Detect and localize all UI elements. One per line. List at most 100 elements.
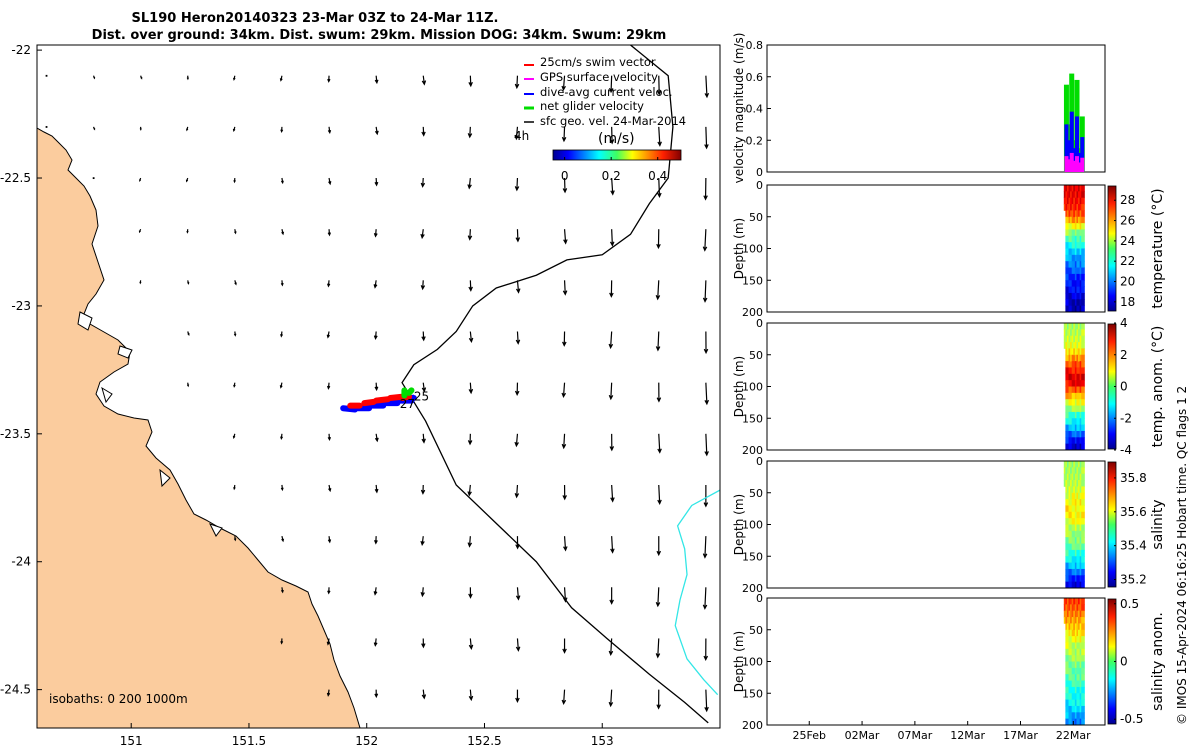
profile-cell	[1068, 530, 1073, 538]
profile-cell	[1065, 299, 1069, 307]
profile-cell	[1081, 604, 1085, 612]
profile-cell	[1065, 686, 1069, 694]
profile-cell	[1081, 473, 1085, 481]
geo-vel-arrow	[326, 382, 331, 390]
geo-vel-arrow	[328, 484, 332, 493]
depth-ytick-label: 50	[749, 624, 763, 637]
map-y-ticks: -22 -22.5 -23 -23.5 -24 -24.5	[0, 43, 42, 697]
profile-cell	[1068, 537, 1073, 544]
track-label: 27	[400, 397, 415, 411]
depth-ytick-label: 0	[756, 317, 763, 330]
profile-cell	[1076, 443, 1081, 451]
profile-cell	[1068, 305, 1073, 313]
profile-cell	[1071, 518, 1076, 525]
profile-cell	[1065, 699, 1069, 707]
depth-ytick-label: 200	[742, 719, 763, 732]
profile-cell	[1081, 568, 1085, 576]
geo-vel-arrow	[374, 689, 379, 699]
profile-cell	[1065, 305, 1069, 313]
profile-cell	[1065, 537, 1069, 544]
profile-cell	[1076, 223, 1081, 230]
geo-vel-arrow	[420, 587, 425, 598]
velocity-bar	[1075, 116, 1080, 172]
profile-cell	[1081, 335, 1085, 343]
profile-cell	[1065, 267, 1069, 275]
geo-vel-arrow	[233, 331, 237, 337]
island-2	[117, 345, 133, 359]
profile-cell	[1081, 367, 1085, 375]
velocity-panel-frame	[766, 44, 1106, 173]
profile-cell	[1068, 667, 1073, 675]
profile-cell	[1065, 261, 1069, 268]
profile-cell	[1081, 486, 1085, 494]
geo-vel-arrow	[562, 484, 567, 501]
profile-cell	[1076, 273, 1081, 281]
geo-vel-arrow	[327, 433, 332, 442]
profile-cell	[1065, 361, 1069, 368]
profile-cell	[1071, 235, 1076, 243]
geo-vel-arrow	[656, 382, 662, 403]
figure-title-line1: SL190 Heron20140323 23-Mar 03Z to 24-Mar…	[132, 11, 499, 26]
profile-cell	[1068, 405, 1073, 413]
geo-vel-arrow	[655, 638, 661, 659]
profile-cell	[1065, 581, 1069, 589]
profile-cell	[1081, 204, 1085, 211]
profile-cell	[1071, 443, 1076, 451]
velocity-bar	[1064, 124, 1069, 172]
map-ytick-label: -23.5	[0, 427, 31, 441]
profile-cell	[1081, 329, 1085, 337]
profile-cell	[1076, 499, 1081, 506]
profile-cell	[1081, 443, 1085, 451]
geo-vel-arrow	[186, 229, 189, 234]
geo-vel-arrow	[656, 689, 661, 710]
geo-vel-arrow	[420, 177, 426, 188]
profile-cell	[1068, 642, 1073, 650]
geo-vel-arrow	[328, 177, 332, 186]
colorbar-label: temperature (°C)	[1150, 188, 1166, 308]
profile-cell	[1076, 686, 1081, 694]
profile-cell	[1071, 261, 1076, 268]
geo-vel-arrow	[562, 280, 568, 296]
map-ytick-label: -24	[11, 555, 31, 569]
geo-vel-arrow	[610, 536, 615, 554]
profile-cell	[1076, 405, 1081, 413]
profile-cell	[1081, 254, 1085, 262]
colorbar-title: (m/s)	[598, 131, 635, 147]
geo-vel-arrow	[374, 382, 379, 392]
profile-cell	[1065, 216, 1069, 224]
profile-cell	[1081, 686, 1085, 694]
depth-ylabel: Depth (m)	[732, 356, 746, 417]
profile-cell	[1076, 367, 1081, 375]
profile-cell	[1076, 286, 1081, 294]
depth-ytick-label: 0	[756, 592, 763, 605]
profile-cell	[1065, 380, 1069, 387]
profile-cells	[1063, 185, 1085, 313]
profile-cell	[1065, 386, 1069, 394]
geo-vel-arrow	[514, 382, 520, 397]
profile-cell	[1071, 636, 1076, 643]
profile-cell	[1068, 562, 1073, 570]
profile-cell	[1071, 424, 1076, 432]
geo-vel-arrow	[514, 126, 519, 141]
profile-cell	[1076, 242, 1081, 249]
geo-vel-arrow	[657, 177, 662, 199]
swim-vector	[373, 396, 391, 404]
profile-cell	[1065, 367, 1069, 375]
profile-cell	[1071, 699, 1076, 707]
depth-ytick-label: 50	[749, 211, 763, 224]
profile-cell	[1081, 405, 1085, 413]
velocity-bar	[1072, 148, 1077, 172]
profile-cell	[1065, 354, 1069, 362]
profile-cell	[1081, 480, 1085, 487]
geo-vel-arrow	[610, 177, 615, 196]
time-tick-label: 12Mar	[950, 729, 985, 742]
profile-cell	[1081, 342, 1085, 349]
geo-vel-arrow	[703, 484, 709, 508]
profile-cell	[1081, 511, 1085, 519]
profile-cell	[1081, 467, 1085, 475]
geo-vel-arrow	[656, 229, 661, 250]
profile-cells	[1063, 461, 1085, 589]
profile-cell	[1071, 705, 1076, 713]
